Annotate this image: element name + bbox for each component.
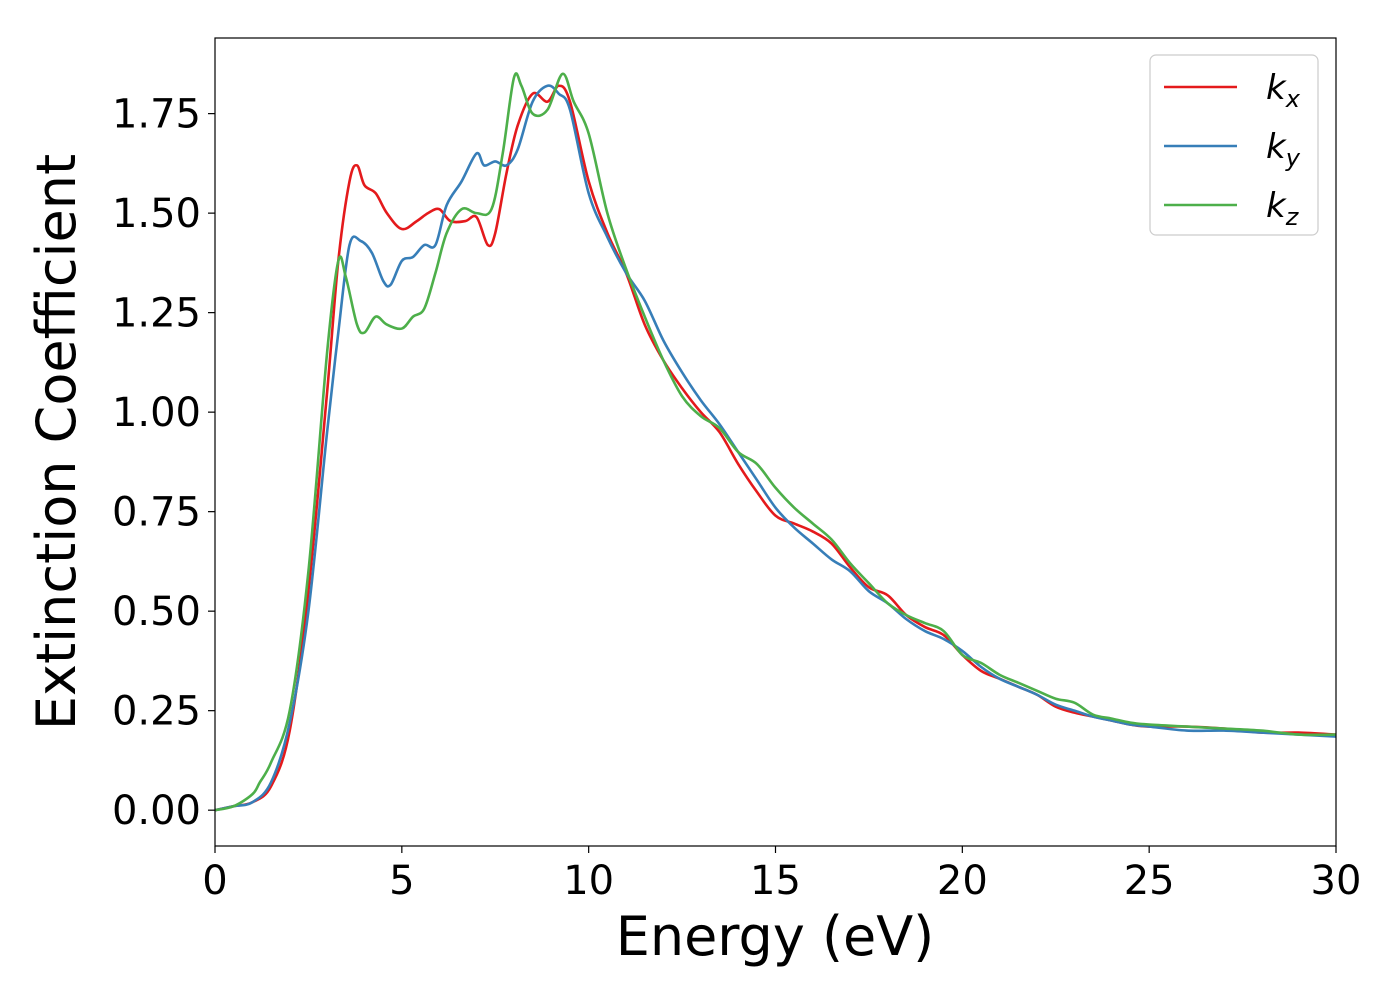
y-tick-label: 0.25 [112,689,201,735]
legend-label-base: k [1266,127,1287,167]
x-tick-label: 5 [389,858,414,904]
x-axis-label: Energy (eV) [616,905,935,968]
legend-label-base: k [1266,186,1287,226]
x-tick-label: 0 [202,858,227,904]
series-line-z [215,72,1336,812]
y-axis-label: Extinction Coefficient [25,154,88,730]
legend-label-subscript: y [1285,144,1301,172]
y-tick-label: 1.50 [112,191,201,237]
y-tick-label: 1.25 [112,291,201,337]
x-tick-label: 20 [937,858,988,904]
y-tick-label: 0.75 [112,490,201,536]
legend-label-z: kz [1266,186,1300,231]
series-layer [215,72,1336,812]
y-tick-label: 1.75 [112,92,201,138]
plot-area [215,38,1336,846]
y-tick-label: 1.00 [112,390,201,436]
x-tick-label: 15 [750,858,801,904]
series-line-y [215,84,1336,812]
y-axis: 0.00 0.25 0.50 0.75 1.00 1.25 1.50 1.75 [112,92,215,834]
legend-label-y: ky [1266,127,1301,172]
y-tick-label: 0.00 [112,788,201,834]
x-tick-label: 10 [563,858,614,904]
x-tick-label: 30 [1311,858,1362,904]
legend-label-base: k [1266,68,1287,108]
x-tick-label: 25 [1124,858,1175,904]
legend-label-subscript: z [1285,203,1300,231]
legend-label-x: kx [1266,68,1301,113]
y-tick-label: 0.50 [112,589,201,635]
legend-label-subscript: x [1285,85,1301,113]
x-axis: 0 5 10 15 20 25 30 [202,846,1361,904]
